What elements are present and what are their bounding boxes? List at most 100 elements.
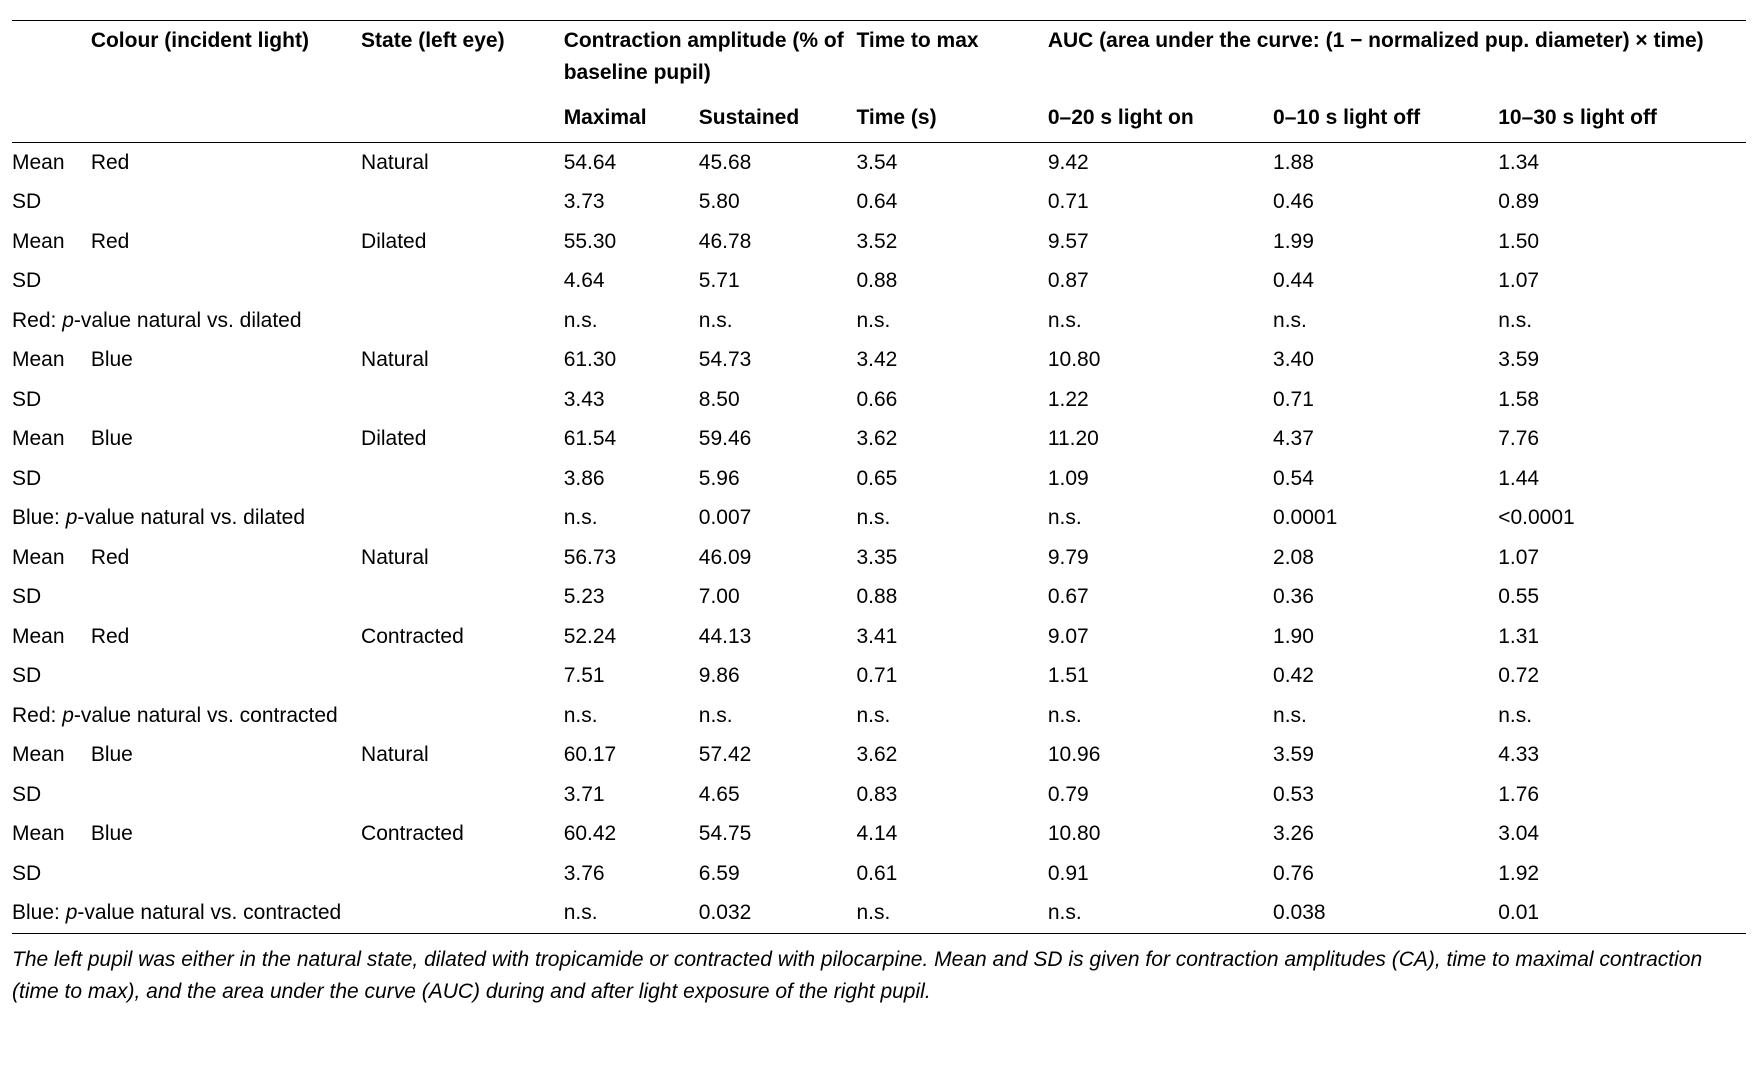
- stat-label: SD: [12, 656, 91, 696]
- pvalue-auc2: n.s.: [1273, 696, 1498, 736]
- table-row: MeanRedNatural56.7346.093.359.792.081.07: [12, 538, 1746, 578]
- state-cell: Dilated: [361, 222, 564, 262]
- sd-auc1: 1.09: [1048, 459, 1273, 499]
- pvalue-auc2: n.s.: [1273, 301, 1498, 341]
- mean-auc1: 9.42: [1048, 142, 1273, 182]
- mean-auc2: 1.99: [1273, 222, 1498, 262]
- sd-max: 7.51: [564, 656, 699, 696]
- mean-auc1: 9.07: [1048, 617, 1273, 657]
- colour-cell: [91, 775, 361, 815]
- sd-max: 4.64: [564, 261, 699, 301]
- mean-auc3: 7.76: [1498, 419, 1746, 459]
- pvalue-max: n.s.: [564, 301, 699, 341]
- header-auc-group: AUC (area under the curve: (1 − normaliz…: [1048, 21, 1746, 93]
- sd-time: 0.83: [856, 775, 1047, 815]
- pvalue-auc2: 0.0001: [1273, 498, 1498, 538]
- sd-auc1: 0.79: [1048, 775, 1273, 815]
- sd-time: 0.88: [856, 261, 1047, 301]
- sd-time: 0.65: [856, 459, 1047, 499]
- sd-time: 0.71: [856, 656, 1047, 696]
- header-colour: Colour (incident light): [91, 21, 361, 93]
- state-cell: [361, 577, 564, 617]
- mean-auc2: 2.08: [1273, 538, 1498, 578]
- pvalue-sus: 0.032: [699, 893, 857, 933]
- sd-auc3: 0.72: [1498, 656, 1746, 696]
- stat-label: Mean: [12, 617, 91, 657]
- stat-label: Mean: [12, 814, 91, 854]
- state-cell: Natural: [361, 340, 564, 380]
- colour-cell: [91, 656, 361, 696]
- stat-label: SD: [12, 380, 91, 420]
- pvalue-sus: n.s.: [699, 696, 857, 736]
- sd-max: 3.43: [564, 380, 699, 420]
- sd-auc3: 1.76: [1498, 775, 1746, 815]
- mean-time: 3.62: [856, 419, 1047, 459]
- sd-time: 0.66: [856, 380, 1047, 420]
- sd-auc1: 1.51: [1048, 656, 1273, 696]
- table-row: MeanBlueNatural61.3054.733.4210.803.403.…: [12, 340, 1746, 380]
- sd-sus: 8.50: [699, 380, 857, 420]
- stat-label: SD: [12, 854, 91, 894]
- sd-auc1: 0.91: [1048, 854, 1273, 894]
- stat-label: Mean: [12, 538, 91, 578]
- table-footnote: The left pupil was either in the natural…: [12, 934, 1746, 1009]
- table-header: Colour (incident light) State (left eye)…: [12, 21, 1746, 143]
- stat-label: Mean: [12, 340, 91, 380]
- sd-time: 0.64: [856, 182, 1047, 222]
- colour-cell: Blue: [91, 735, 361, 775]
- table-row: SD5.237.000.880.670.360.55: [12, 577, 1746, 617]
- sd-auc2: 0.46: [1273, 182, 1498, 222]
- sd-auc1: 1.22: [1048, 380, 1273, 420]
- pvalue-label: Blue: p-value natural vs. contracted: [12, 893, 564, 933]
- pvalue-max: n.s.: [564, 498, 699, 538]
- sd-auc2: 0.54: [1273, 459, 1498, 499]
- pvalue-row: Red: p-value natural vs. dilatedn.s.n.s.…: [12, 301, 1746, 341]
- mean-auc3: 3.59: [1498, 340, 1746, 380]
- mean-auc2: 3.59: [1273, 735, 1498, 775]
- mean-auc2: 3.40: [1273, 340, 1498, 380]
- pvalue-auc2: 0.038: [1273, 893, 1498, 933]
- colour-cell: [91, 182, 361, 222]
- table-row: MeanBlueDilated61.5459.463.6211.204.377.…: [12, 419, 1746, 459]
- sd-max: 3.86: [564, 459, 699, 499]
- sd-sus: 5.71: [699, 261, 857, 301]
- sd-max: 3.73: [564, 182, 699, 222]
- sd-sus: 4.65: [699, 775, 857, 815]
- subhead-maximal: Maximal: [564, 92, 699, 142]
- header-contraction-group: Contraction amplitude (% of baseline pup…: [564, 21, 857, 93]
- state-cell: [361, 854, 564, 894]
- colour-cell: Red: [91, 142, 361, 182]
- stat-label: SD: [12, 775, 91, 815]
- sd-auc2: 0.53: [1273, 775, 1498, 815]
- colour-cell: [91, 577, 361, 617]
- sd-auc3: 0.55: [1498, 577, 1746, 617]
- state-cell: Natural: [361, 538, 564, 578]
- mean-time: 3.52: [856, 222, 1047, 262]
- sd-auc3: 1.58: [1498, 380, 1746, 420]
- pvalue-auc3: n.s.: [1498, 696, 1746, 736]
- pvalue-max: n.s.: [564, 893, 699, 933]
- mean-auc1: 10.80: [1048, 340, 1273, 380]
- mean-auc2: 4.37: [1273, 419, 1498, 459]
- pvalue-auc1: n.s.: [1048, 498, 1273, 538]
- stat-label: SD: [12, 261, 91, 301]
- sd-auc3: 1.44: [1498, 459, 1746, 499]
- pvalue-row: Red: p-value natural vs. contractedn.s.n…: [12, 696, 1746, 736]
- mean-sus: 57.42: [699, 735, 857, 775]
- colour-cell: [91, 854, 361, 894]
- sd-max: 3.76: [564, 854, 699, 894]
- pvalue-time: n.s.: [856, 893, 1047, 933]
- sd-auc1: 0.71: [1048, 182, 1273, 222]
- table-row: SD3.714.650.830.790.531.76: [12, 775, 1746, 815]
- mean-sus: 54.75: [699, 814, 857, 854]
- mean-auc3: 1.34: [1498, 142, 1746, 182]
- mean-time: 3.62: [856, 735, 1047, 775]
- state-cell: Natural: [361, 142, 564, 182]
- mean-auc3: 4.33: [1498, 735, 1746, 775]
- table-row: SD3.865.960.651.090.541.44: [12, 459, 1746, 499]
- pvalue-time: n.s.: [856, 498, 1047, 538]
- state-cell: [361, 182, 564, 222]
- colour-cell: Blue: [91, 419, 361, 459]
- colour-cell: Red: [91, 617, 361, 657]
- mean-sus: 59.46: [699, 419, 857, 459]
